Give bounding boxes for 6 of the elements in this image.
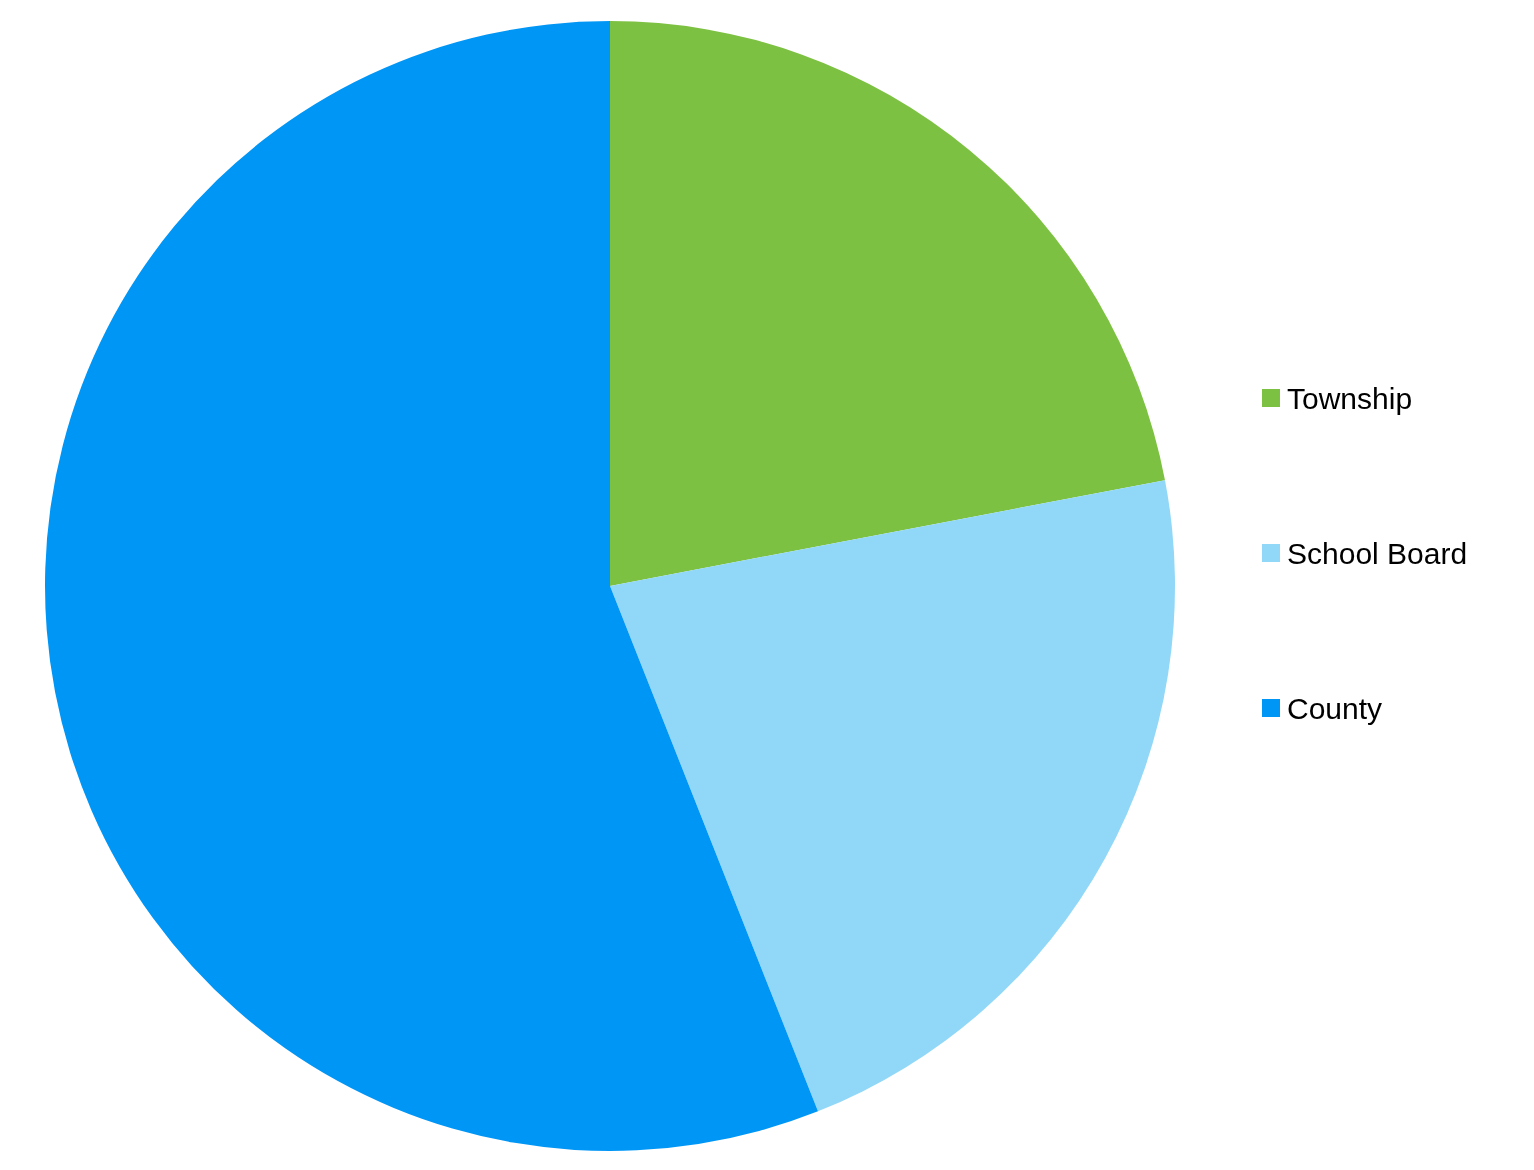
pie-slice [610,480,1174,1112]
legend-label: School Board [1287,536,1468,570]
pie-slice [610,21,1165,586]
pie-slice [46,21,818,1151]
legend-label: County [1287,691,1383,725]
legend-label: Township [1287,381,1413,415]
